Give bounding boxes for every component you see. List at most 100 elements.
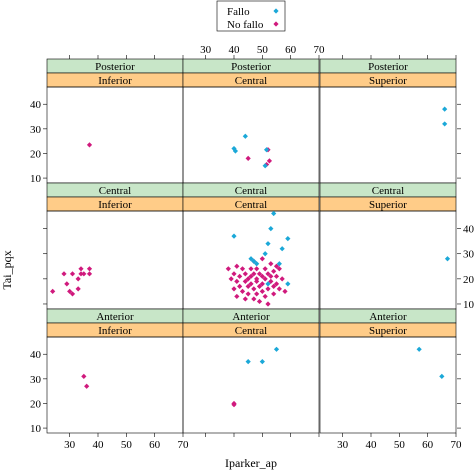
point-no-fallo (245, 155, 251, 161)
y-axis-label: Tai_pqx (0, 250, 14, 289)
point-no-fallo (86, 271, 93, 277)
point-no-fallo (279, 276, 285, 282)
point-fallo (265, 281, 271, 287)
point-fallo (254, 261, 260, 267)
y-tick-label: 10 (30, 173, 42, 185)
strip-outer-label: Anterior (369, 311, 407, 323)
point-fallo (285, 281, 291, 287)
point-no-fallo (237, 273, 243, 279)
point-no-fallo (259, 288, 265, 295)
point-no-fallo (256, 283, 263, 289)
point-fallo (265, 241, 271, 247)
point-no-fallo (231, 286, 237, 292)
panel-central-central: Central Central (182, 182, 320, 310)
strip-outer-label: Posterior (368, 61, 408, 73)
point-no-fallo (78, 271, 84, 277)
point-no-fallo (273, 273, 280, 279)
point-fallo (268, 225, 274, 232)
panel-frame (46, 336, 184, 434)
point-no-fallo (228, 276, 234, 282)
point-no-fallo (78, 266, 84, 272)
point-no-fallo (262, 293, 268, 300)
strip-outer-label: Anterior (232, 311, 270, 323)
y-tick-label: 40 (463, 224, 475, 236)
panel-posterior-inferior: Posterior Inferior (46, 58, 184, 184)
x-tick-label: 50 (394, 439, 406, 451)
panel-frame (46, 86, 184, 184)
point-fallo (262, 251, 268, 257)
point-no-fallo (75, 286, 81, 292)
y-tick-label: 40 (30, 99, 42, 111)
axes-layer: 30 40 50 60 70 30 40 50 60 70 30 40 50 60 70 10 20 30 40 10… (30, 44, 475, 451)
point-fallo (231, 233, 237, 239)
y-tick-label: 30 (30, 124, 42, 136)
panel-frame (319, 210, 457, 310)
point-no-fallo (268, 278, 274, 284)
point-no-fallo (271, 291, 277, 297)
point-no-fallo (256, 271, 263, 277)
point-no-fallo (251, 271, 257, 277)
point-no-fallo (268, 261, 274, 267)
point-no-fallo (251, 296, 257, 302)
point-no-fallo (61, 271, 67, 277)
panel-anterior-inferior: Anterior Inferior (46, 308, 184, 434)
strip-inner-label: Superior (369, 199, 407, 211)
point-no-fallo (231, 402, 237, 408)
point-no-fallo (50, 288, 56, 295)
legend-box (216, 0, 286, 32)
point-no-fallo (256, 298, 263, 305)
panel-anterior-central: Anterior Central (182, 308, 320, 434)
point-no-fallo (242, 271, 248, 277)
point-no-fallo (81, 271, 87, 277)
strip-inner-label: Inferior (98, 199, 132, 211)
point-no-fallo (239, 288, 246, 295)
point-fallo (273, 346, 280, 352)
y-tick-label: 30 (463, 249, 475, 261)
point-no-fallo (237, 283, 243, 289)
point-fallo (232, 148, 239, 154)
point-no-fallo (273, 281, 280, 287)
x-tick-label: 60 (422, 439, 434, 451)
x-axis-label: Iparker_ap (225, 456, 277, 470)
panel-frame (182, 86, 320, 184)
point-no-fallo (69, 271, 76, 277)
point-no-fallo (254, 278, 260, 284)
point-no-fallo (273, 263, 280, 269)
y-tick-label: 20 (463, 274, 475, 286)
point-no-fallo (263, 161, 270, 168)
strip-inner-label: Central (235, 199, 267, 211)
point-fallo (279, 246, 285, 252)
y-tick-label: 30 (30, 374, 42, 386)
strip-outer-label: Central (372, 185, 404, 197)
point-no-fallo (259, 256, 265, 262)
point-no-fallo (248, 281, 254, 287)
x-tick-label: 30 (337, 439, 349, 451)
strip-outer-label: Anterior (96, 311, 134, 323)
point-no-fallo (245, 291, 251, 297)
point-no-fallo (276, 286, 282, 292)
point-fallo (285, 236, 291, 242)
x-tick-label: 40 (366, 439, 378, 451)
point-fallo (242, 133, 248, 139)
point-no-fallo (262, 276, 268, 282)
panel-frame (182, 336, 320, 434)
point-no-fallo (254, 291, 260, 297)
point-fallo (444, 256, 451, 262)
point-fallo (262, 163, 268, 169)
panel-frame (46, 210, 184, 310)
point-no-fallo (245, 283, 251, 289)
point-fallo (442, 106, 448, 112)
point-no-fallo (234, 278, 240, 284)
x-tick-label: 30 (200, 44, 212, 56)
point-no-fallo (254, 266, 260, 272)
point-no-fallo (251, 286, 257, 292)
point-no-fallo (242, 278, 248, 284)
point-fallo (439, 373, 445, 379)
point-no-fallo (248, 266, 254, 272)
x-tick-label: 70 (178, 439, 190, 451)
point-fallo (251, 258, 257, 264)
point-fallo (442, 121, 448, 127)
panel-posterior-superior: Posterior Superior (319, 58, 457, 184)
strip-outer-label: Posterior (95, 61, 135, 73)
